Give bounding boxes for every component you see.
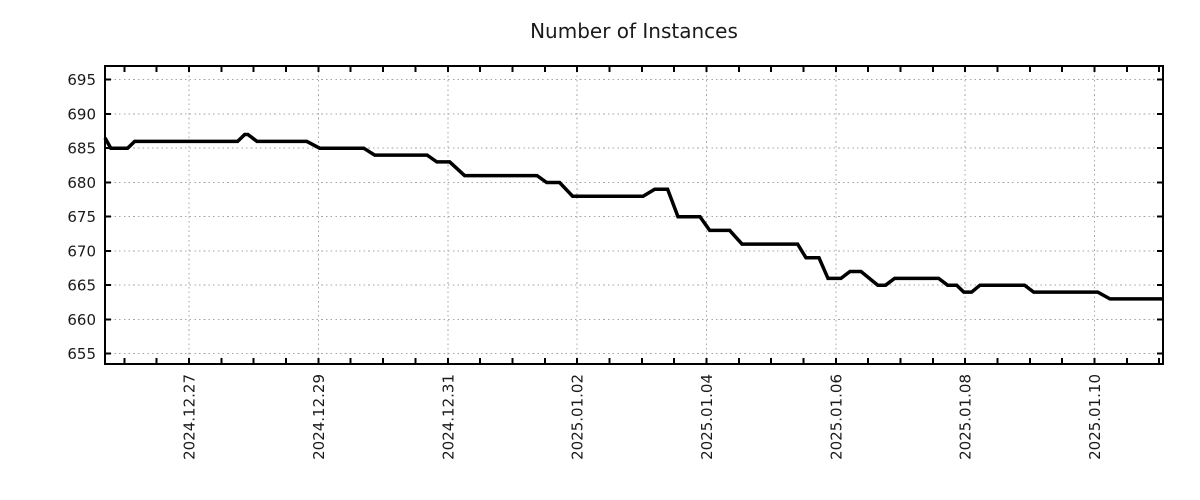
axis-ticks [105,66,1163,364]
x-tick-label: 2025.01.04 [698,374,716,460]
x-tick-label: 2024.12.31 [439,374,457,460]
y-tick-label: 675 [67,208,96,226]
x-tick-label: 2024.12.29 [310,374,328,460]
plot-border [104,65,1164,365]
y-tick-label: 660 [67,311,96,329]
x-tick-label: 2025.01.10 [1086,374,1104,460]
y-tick-label: 670 [67,242,96,260]
y-tick-label: 695 [67,71,96,89]
x-tick-label: 2024.12.27 [181,374,199,460]
x-tick-label: 2025.01.08 [957,374,975,460]
chart-title: Number of Instances [530,19,738,43]
x-tick-label: 2025.01.02 [569,374,587,460]
grid-lines [105,66,1163,364]
y-tick-label: 690 [67,105,96,123]
y-tick-label: 665 [67,277,96,295]
y-tick-label: 655 [67,345,96,363]
y-tick-label: 685 [67,140,96,158]
y-tick-label: 680 [67,174,96,192]
series-line-instances [103,132,1163,301]
x-tick-label: 2025.01.06 [827,374,845,460]
